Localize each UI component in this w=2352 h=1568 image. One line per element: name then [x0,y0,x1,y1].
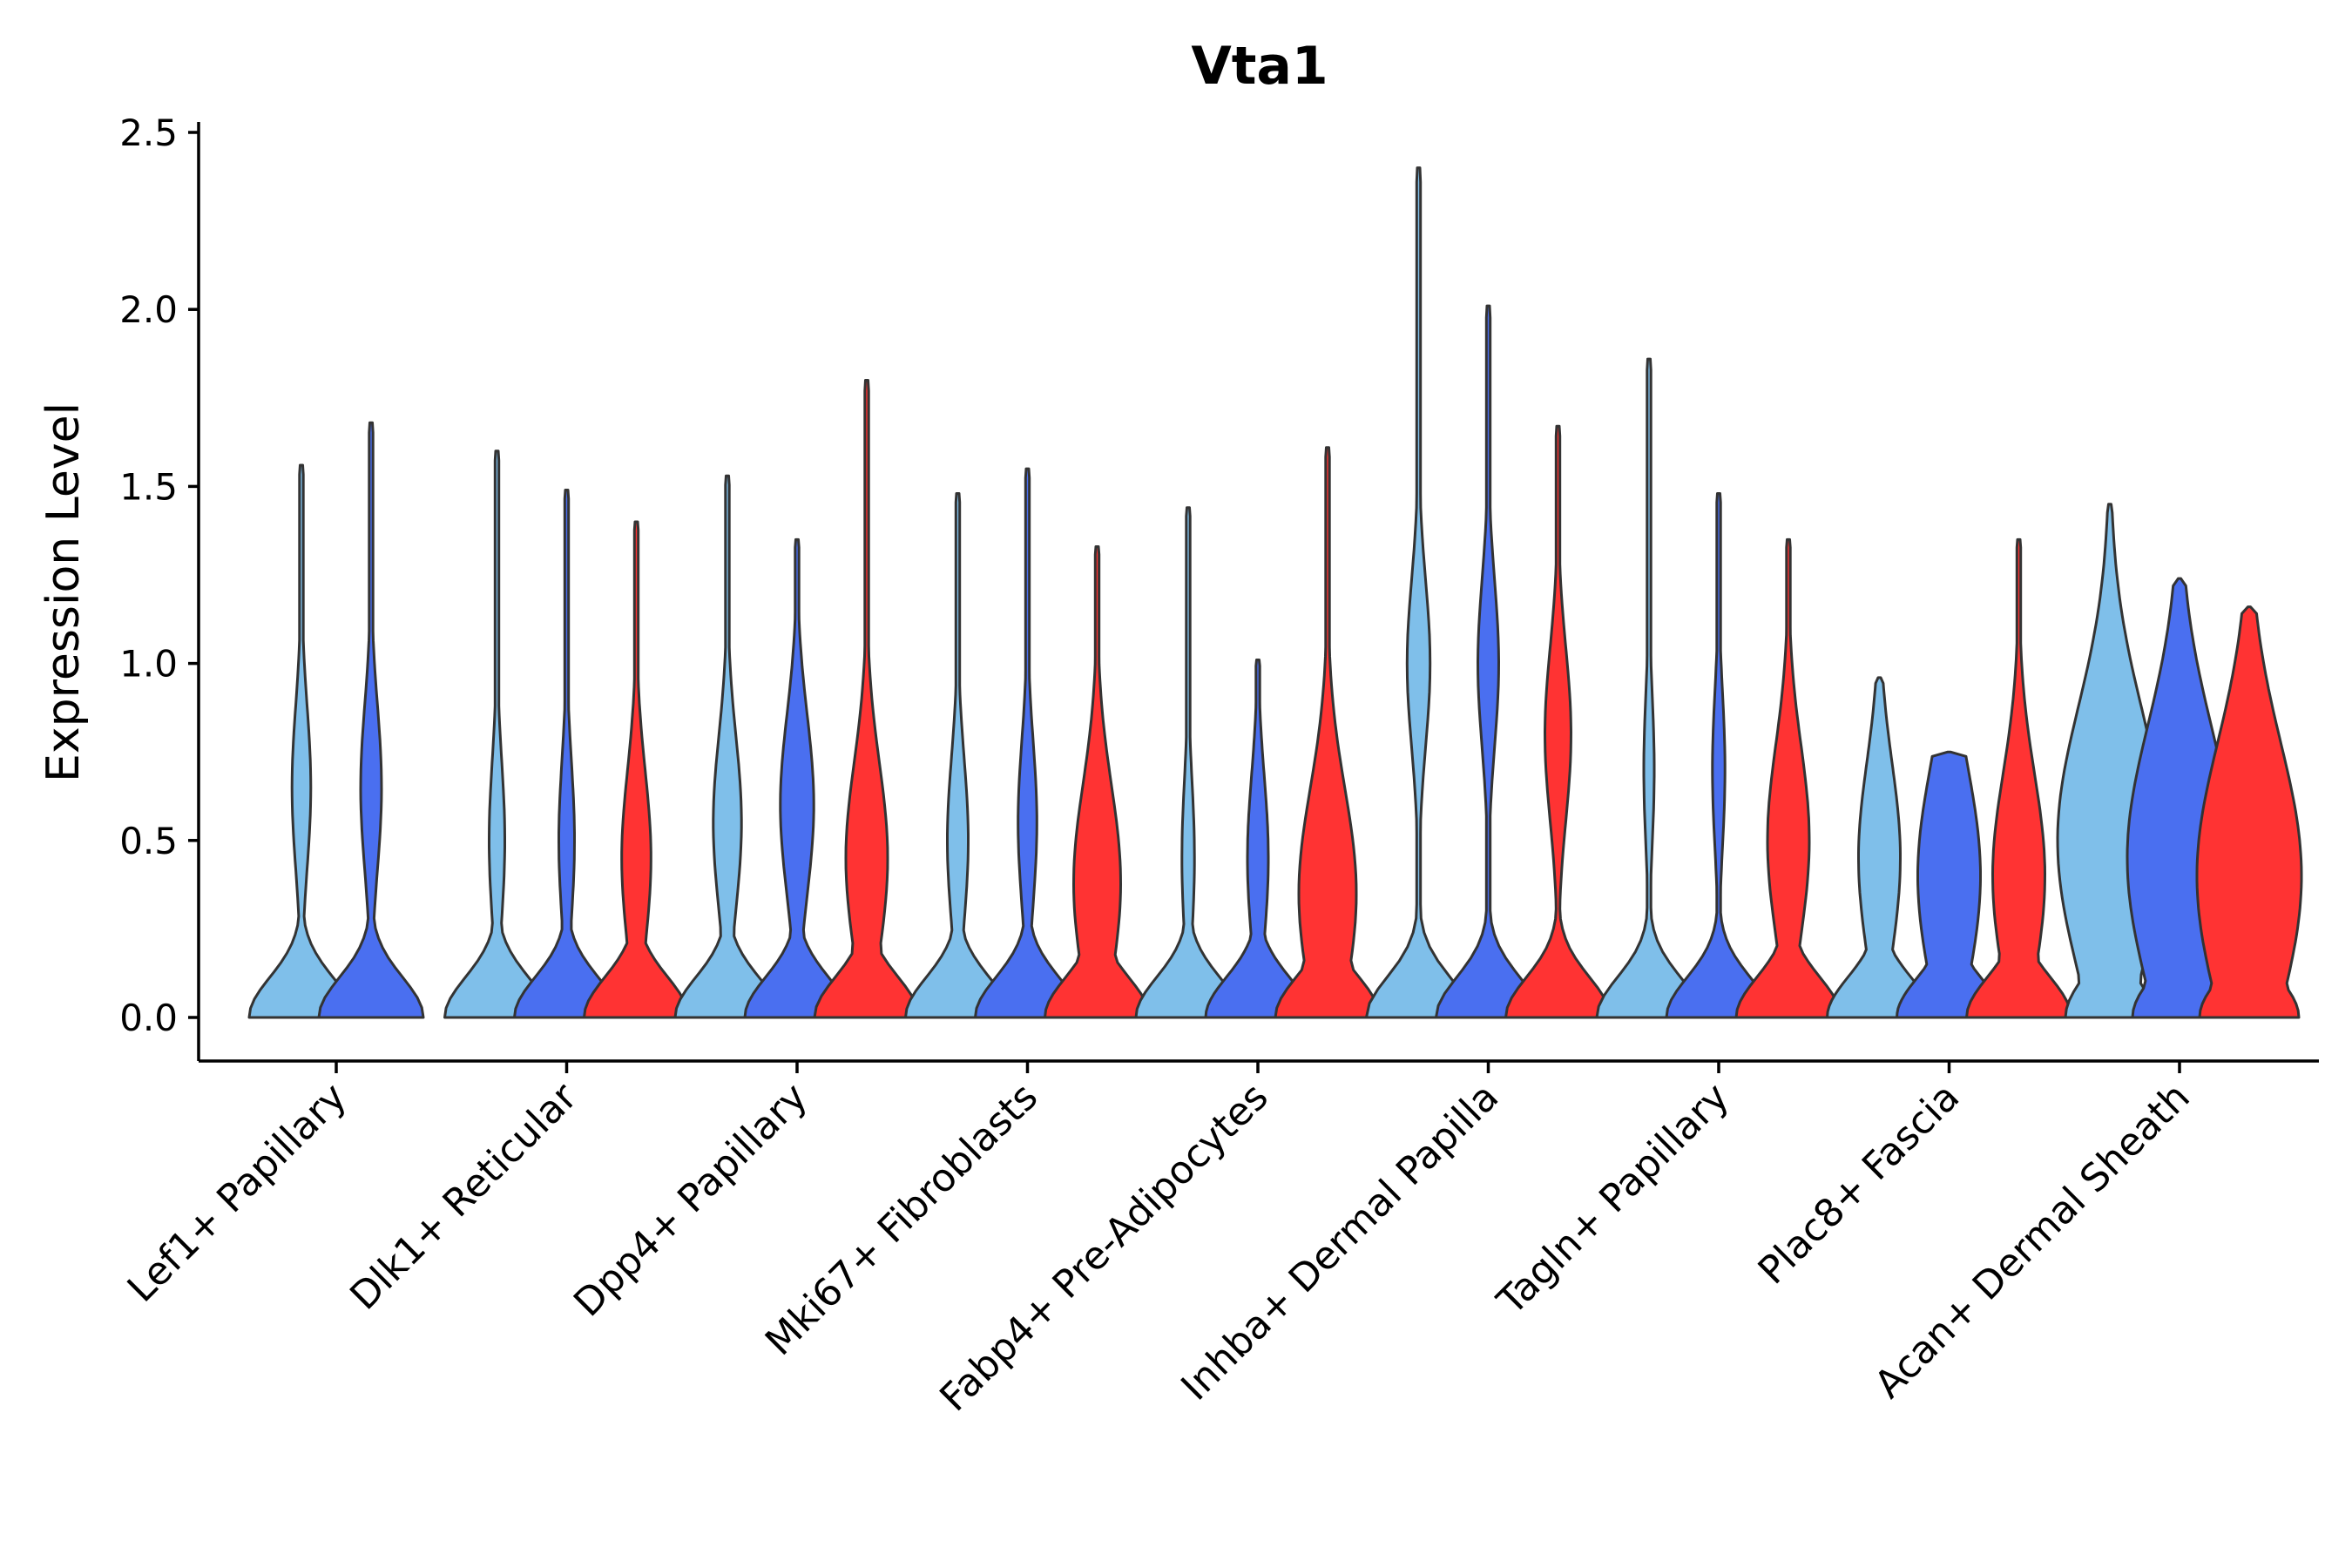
y-axis-label: Expression Level [37,402,90,782]
violin-7-1 [1595,357,1703,1019]
violin-2-1 [443,449,551,1019]
violin-9-3 [2195,605,2303,1019]
x-tick-label: Tagln+ Papillary [1489,1075,1738,1324]
violin-3-2 [743,537,851,1019]
violin-5-3 [1274,446,1382,1019]
violin-3-3 [813,379,921,1019]
violin-4-3 [1044,545,1151,1019]
violin-4-1 [904,492,1011,1019]
violin-6-2 [1435,304,1542,1019]
violin-4-2 [974,467,1081,1019]
y-tick-label: 1.0 [119,643,178,686]
violin-3-1 [673,474,781,1019]
violin-5-2 [1204,659,1312,1019]
violin-6-1 [1365,166,1472,1019]
y-ticks: 0.0 0.5 1.0 1.5 2.0 2.5 [119,112,199,1039]
y-tick-label: 2.5 [119,112,178,154]
y-tick-label: 0.0 [119,997,178,1039]
y-tick-label: 1.5 [119,465,178,508]
violin-6-3 [1504,424,1612,1019]
violin-7-2 [1665,492,1773,1019]
violin-5-1 [1134,506,1242,1019]
violin-1-2 [317,421,425,1019]
violin-8-2 [1896,750,2003,1019]
y-tick-label: 2.0 [119,288,178,331]
x-tick-label: Dpp4+ Papillary [565,1075,816,1326]
x-tick-label: Dlk1+ Reticular [341,1074,586,1319]
violins-layer [247,166,2303,1019]
x-tick-label: Lef1+ Papillary [119,1075,355,1311]
chart-title: Vta1 [1191,36,1328,97]
violin-8-3 [1965,537,2072,1019]
violin-2-2 [513,489,620,1019]
violin-7-3 [1734,537,1842,1019]
violin-1-1 [247,463,355,1019]
violin-2-3 [583,520,690,1019]
x-tick-label: Plac8+ Fascia [1750,1075,1969,1294]
violin-8-1 [1826,676,1933,1019]
y-tick-label: 0.5 [119,820,178,862]
